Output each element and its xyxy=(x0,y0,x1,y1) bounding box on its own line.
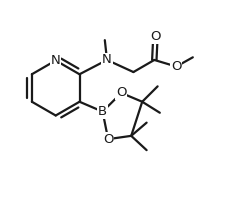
Text: B: B xyxy=(98,105,107,118)
Text: N: N xyxy=(102,53,112,66)
Text: O: O xyxy=(116,86,126,99)
Text: N: N xyxy=(51,54,60,67)
Text: O: O xyxy=(103,133,113,146)
Text: O: O xyxy=(171,60,181,73)
Text: O: O xyxy=(150,30,161,43)
